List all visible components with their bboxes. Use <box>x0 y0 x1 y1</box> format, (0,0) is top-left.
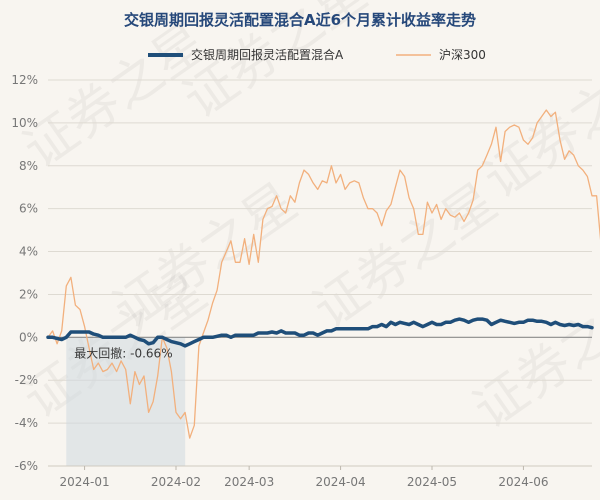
x-tick-label: 2024-04 <box>316 475 366 489</box>
y-tick-label: -2% <box>15 373 38 387</box>
series-line-fund <box>46 317 594 348</box>
y-tick-label: 6% <box>19 202 38 216</box>
legend-label-fund: 交银周期回报灵活配置混合A <box>191 47 344 62</box>
x-axis: 2024-01 2024-02 2024-03 2024-04 2024-05 2024-… <box>48 465 592 489</box>
x-tick-label: 2024-02 <box>151 475 201 489</box>
max-drawdown-label: 最大回撤: -0.66% <box>74 345 172 360</box>
y-tick-label: 12% <box>11 73 38 87</box>
x-tick-label: 2024-05 <box>407 475 457 489</box>
chart-title: 交银周期回报灵活配置混合A近6个月累计收益率走势 <box>124 11 476 29</box>
y-tick-label: 10% <box>11 116 38 130</box>
y-tick-label: -4% <box>15 416 38 430</box>
y-tick-label: 2% <box>19 287 38 301</box>
legend: 交银周期回报灵活配置混合A 沪深300 <box>148 47 486 62</box>
series-line-index <box>47 109 600 439</box>
series-layer <box>46 109 600 439</box>
legend-label-index: 沪深300 <box>439 48 486 62</box>
x-tick-label: 2024-03 <box>224 475 274 489</box>
y-axis: 12% 10% 8% 6% 4% 2% 0% -2% -4% -6% <box>11 73 38 473</box>
y-tick-label: 4% <box>19 245 38 259</box>
x-tick-label: 2024-06 <box>498 475 548 489</box>
y-tick-label: 0% <box>19 330 38 344</box>
x-tick-label: 2024-01 <box>60 475 110 489</box>
y-tick-label: -6% <box>15 459 38 473</box>
max-drawdown-region <box>66 337 186 466</box>
y-tick-label: 8% <box>19 159 38 173</box>
